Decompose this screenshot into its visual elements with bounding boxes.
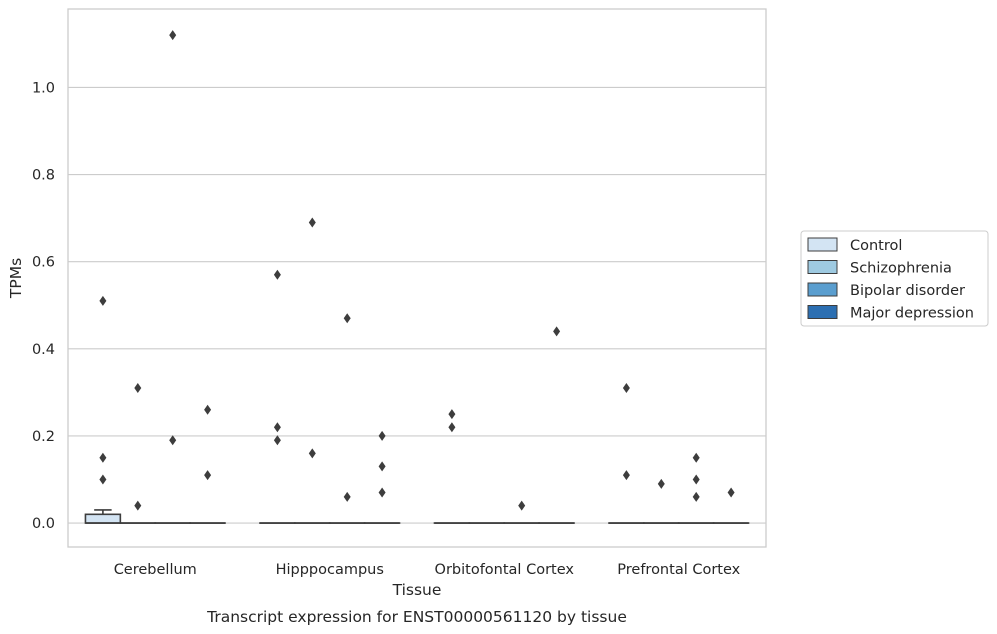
legend-label: Control: [850, 238, 902, 254]
outlier-point: [343, 313, 351, 324]
y-tick-labels: 0.0 0.2 0.4 0.6 0.8 1.0: [32, 80, 55, 532]
outlier-point: [308, 448, 316, 459]
outlier-point: [169, 30, 177, 41]
legend: Control Schizophrenia Bipolar disorder Majo…: [800, 230, 989, 327]
outlier-point: [448, 422, 456, 433]
outlier-point: [273, 269, 281, 280]
y-tick-label: 0.0: [32, 516, 55, 532]
outlier-point: [273, 422, 281, 433]
outlier-point: [134, 500, 142, 511]
outlier-point: [308, 217, 316, 228]
outlier-point: [378, 461, 386, 472]
outlier-point: [204, 470, 212, 481]
outlier-point: [692, 474, 700, 485]
x-tick-labels: Cerebellum Hipppocampus Orbitofontal Corte…: [114, 562, 741, 578]
outliers: [99, 30, 735, 511]
legend-label: Bipolar disorder: [850, 283, 965, 299]
outlier-point: [378, 430, 386, 441]
legend-frame: [800, 230, 989, 327]
y-tick-label: 0.6: [32, 255, 55, 271]
x-tick-label: Orbitofontal Cortex: [435, 562, 575, 578]
outlier-point: [622, 382, 630, 393]
outlier-point: [378, 487, 386, 498]
legend-swatch: [807, 282, 838, 297]
y-tick-label: 0.8: [32, 168, 55, 184]
y-tick-label: 0.4: [32, 342, 55, 358]
outlier-point: [518, 500, 526, 511]
boxes: [84, 509, 750, 524]
x-tick-label: Hipppocampus: [276, 562, 384, 578]
outlier-point: [727, 487, 735, 498]
chart-caption: Transcript expression for ENST0000056112…: [206, 608, 627, 626]
x-tick-label: Cerebellum: [114, 562, 197, 578]
y-tick-label: 1.0: [32, 80, 55, 96]
outlier-point: [204, 404, 212, 415]
plot-frame: [67, 8, 767, 548]
box-control: [84, 509, 122, 524]
y-axis-label: TPMs: [7, 258, 25, 299]
legend-label: Schizophrenia: [850, 261, 952, 277]
x-axis-label: Tissue: [392, 581, 442, 599]
outlier-point: [169, 435, 177, 446]
gridlines: [68, 86, 766, 524]
outlier-point: [99, 452, 107, 463]
outlier-point: [692, 452, 700, 463]
legend-swatch: [807, 305, 838, 319]
legend-swatch: [807, 237, 838, 252]
outlier-point: [692, 491, 700, 502]
outlier-point: [273, 435, 281, 446]
outlier-point: [657, 478, 665, 489]
box-body: [84, 513, 122, 524]
outlier-point: [553, 326, 561, 337]
outlier-point: [343, 491, 351, 502]
outlier-point: [99, 474, 107, 485]
legend-swatch: [807, 260, 838, 274]
y-tick-label: 0.2: [32, 429, 55, 445]
x-tick-label: Prefrontal Cortex: [617, 562, 740, 578]
outlier-point: [134, 382, 142, 393]
outlier-point: [622, 470, 630, 481]
outlier-point: [448, 409, 456, 420]
legend-label: Major depression: [850, 306, 974, 322]
outlier-point: [99, 295, 107, 306]
